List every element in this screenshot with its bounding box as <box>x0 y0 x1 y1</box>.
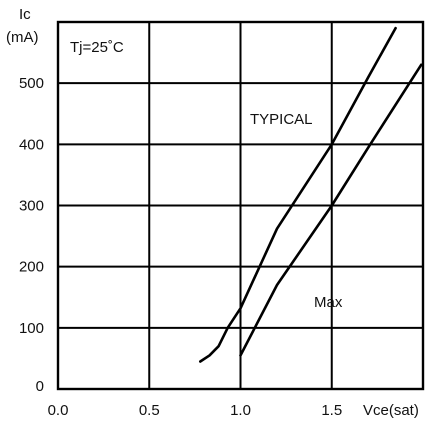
y-tick-label: 500 <box>19 75 44 92</box>
y-tick-label: 400 <box>19 136 44 153</box>
y-tick-label: 0 <box>36 378 44 395</box>
series-label-max: Max <box>314 294 343 311</box>
x-tick-label: 0.5 <box>139 402 160 419</box>
x-tick-label: 0.0 <box>48 402 69 419</box>
series-line-max <box>239 63 423 357</box>
x-tick-label: 1.5 <box>321 402 342 419</box>
series-label-typical: TYPICAL <box>250 111 313 128</box>
plot-frame <box>56 20 425 391</box>
y-tick-labels: 0 100 200 300 400 500 <box>19 75 44 395</box>
condition-label: Tj=25˚C <box>70 39 124 56</box>
y-axis-label-line2: (mA) <box>6 29 39 46</box>
y-tick-label: 100 <box>19 320 44 337</box>
x-axis-label: Vce(sat) <box>363 402 419 419</box>
x-tick-label: 1.0 <box>230 402 251 419</box>
series-curves <box>199 26 423 363</box>
y-tick-label: 300 <box>19 198 44 215</box>
x-tick-labels: 0.0 0.5 1.0 1.5 <box>48 402 343 419</box>
series-line-typical <box>199 26 397 363</box>
y-tick-label: 200 <box>19 259 44 276</box>
y-axis-label-line1: Ic <box>19 6 31 23</box>
